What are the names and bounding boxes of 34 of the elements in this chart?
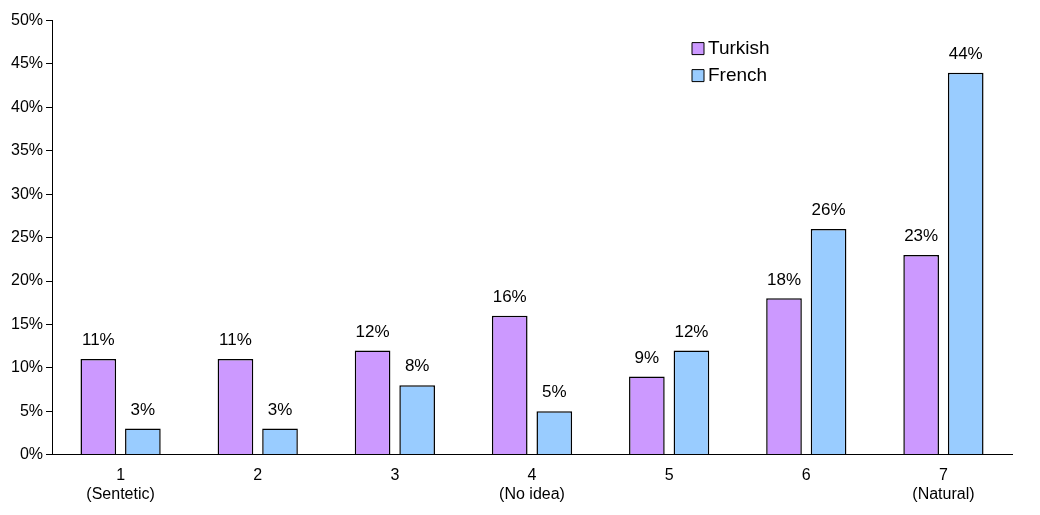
data-label: 18%	[766, 269, 802, 289]
y-tick-label: 30%	[10, 184, 44, 202]
y-tick-label: 50%	[10, 11, 44, 29]
x-tick-label: 1 (Sentetic)	[86, 465, 155, 502]
x-tick-label: 2	[253, 465, 263, 483]
data-label: 5%	[542, 382, 567, 402]
data-label: 12%	[355, 321, 390, 341]
y-tick-label: 45%	[10, 54, 44, 72]
y-tick-label: 20%	[10, 271, 44, 289]
x-tick-label: 7 (Natural)	[912, 465, 975, 502]
y-tick-label: 15%	[10, 314, 44, 332]
data-label: 3%	[130, 399, 156, 419]
data-label: 26%	[811, 200, 846, 220]
x-tick-label: 3	[390, 465, 400, 483]
y-tick-label: 25%	[10, 228, 44, 246]
x-tick-label: 5	[664, 465, 674, 483]
data-label: 16%	[492, 286, 527, 306]
legend-label: Turkish	[708, 36, 770, 58]
y-tick-label: 0%	[19, 445, 44, 463]
y-tick-label: 10%	[10, 358, 44, 376]
data-label: 9%	[634, 347, 660, 367]
y-tick-label: 5%	[19, 401, 44, 419]
data-label: 44%	[948, 43, 983, 63]
y-tick-label: 35%	[10, 141, 44, 159]
data-label: 3%	[267, 399, 293, 419]
data-label: 11%	[81, 330, 115, 350]
y-tick-label: 40%	[10, 97, 44, 115]
data-label: 23%	[904, 226, 939, 246]
x-tick-label: 4 (No idea)	[499, 465, 565, 502]
legend-label: French	[708, 63, 768, 85]
data-label: 8%	[404, 356, 430, 376]
data-label: 11%	[219, 330, 252, 350]
x-tick-label: 6	[801, 465, 811, 483]
data-label: 12%	[674, 321, 709, 341]
